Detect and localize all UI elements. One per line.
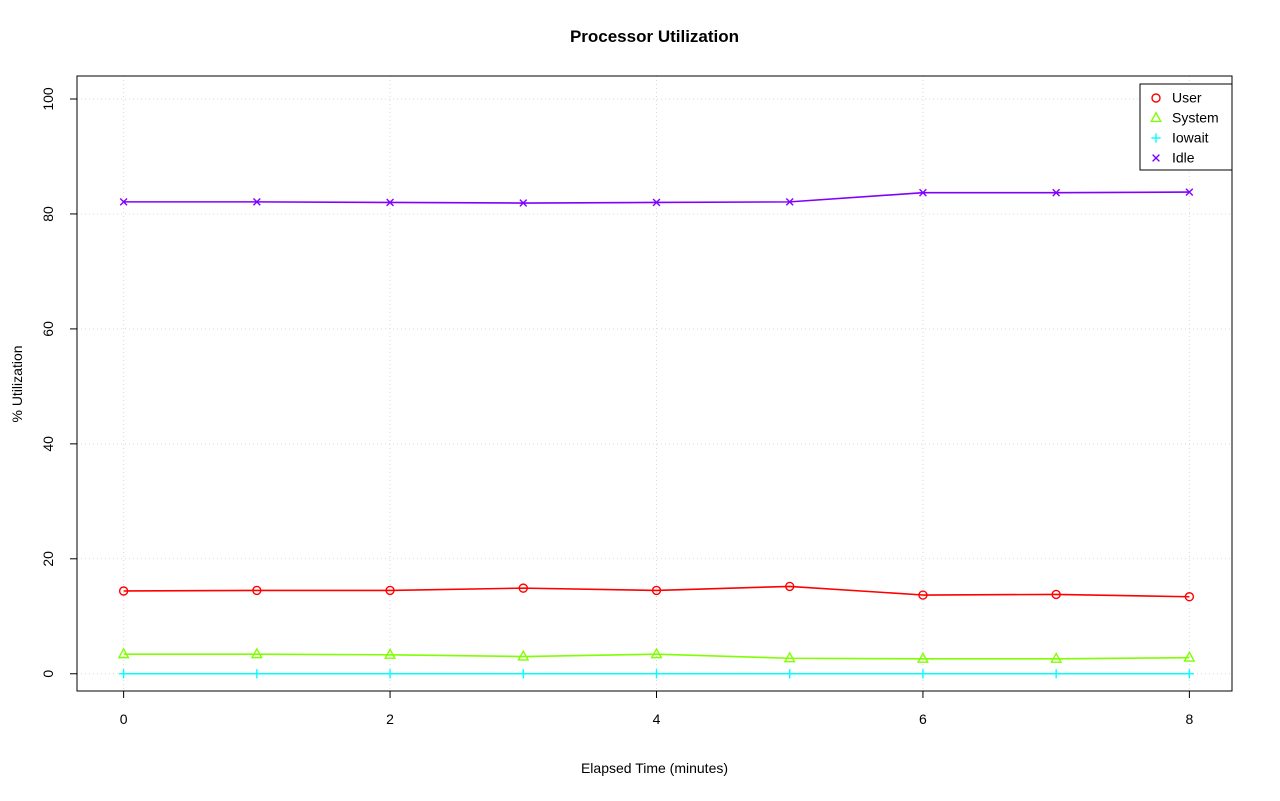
marker-triangle xyxy=(1050,652,1063,663)
marker-triangle xyxy=(650,647,663,659)
legend-box xyxy=(1139,83,1233,171)
marker-x xyxy=(519,199,528,207)
marker-circle xyxy=(1151,93,1161,103)
legend-label: Idle xyxy=(1172,150,1195,166)
marker-triangle xyxy=(250,647,263,659)
marker-triangle xyxy=(517,649,530,661)
plot-border xyxy=(76,75,1233,692)
marker-circle xyxy=(1051,589,1061,600)
series-line-idle xyxy=(123,191,1190,204)
x-tick-label: 4 xyxy=(653,711,661,727)
y-axis-label: % Utilization xyxy=(9,345,25,423)
legend-label: System xyxy=(1172,110,1219,126)
marker-circle xyxy=(118,586,129,596)
x-tick-label: 2 xyxy=(386,711,394,727)
marker-triangle xyxy=(916,652,929,663)
marker-x xyxy=(785,197,794,206)
y-tick-label: 80 xyxy=(40,206,56,222)
legend-label: Iowait xyxy=(1172,130,1209,146)
marker-circle xyxy=(651,585,662,596)
y-tick-label: 60 xyxy=(40,321,56,337)
marker-x xyxy=(386,198,394,207)
marker-circle xyxy=(1184,592,1195,602)
marker-x xyxy=(1152,154,1160,162)
marker-circle xyxy=(385,585,395,596)
y-tick-label: 40 xyxy=(40,436,56,452)
x-tick-label: 8 xyxy=(1185,711,1193,727)
legend-label: User xyxy=(1172,90,1202,106)
y-tick-label: 0 xyxy=(40,670,56,678)
y-tick-label: 100 xyxy=(40,87,56,111)
marker-circle xyxy=(918,590,928,600)
marker-triangle xyxy=(1183,650,1196,662)
marker-x xyxy=(119,197,128,206)
x-tick-label: 6 xyxy=(919,711,927,727)
marker-triangle xyxy=(1150,111,1162,123)
marker-circle xyxy=(785,581,795,592)
x-axis-label: Elapsed Time (minutes) xyxy=(580,760,729,776)
marker-x xyxy=(252,197,261,206)
series-line-system xyxy=(123,653,1190,660)
marker-x xyxy=(1052,188,1061,197)
marker-circle xyxy=(518,583,528,593)
y-tick-label: 20 xyxy=(40,551,56,567)
marker-triangle xyxy=(384,648,397,659)
marker-x xyxy=(919,188,927,197)
marker-triangle xyxy=(117,647,130,659)
marker-x xyxy=(1185,188,1194,196)
series-line-user xyxy=(123,585,1190,598)
marker-triangle xyxy=(783,651,796,663)
marker-x xyxy=(652,198,661,207)
chart-title: Processor Utilization xyxy=(569,27,740,46)
x-tick-label: 0 xyxy=(120,711,128,727)
marker-circle xyxy=(252,585,262,596)
